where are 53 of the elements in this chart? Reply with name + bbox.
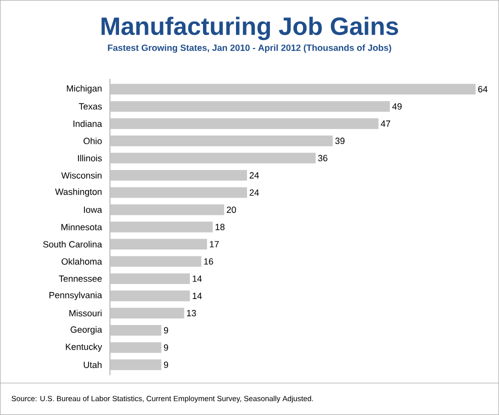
bar bbox=[110, 222, 213, 232]
bar bbox=[110, 204, 224, 216]
y-tick-label: Missouri bbox=[69, 310, 102, 316]
bar bbox=[110, 136, 333, 146]
y-tick-label: Indiana bbox=[74, 120, 102, 127]
bar bbox=[110, 342, 162, 353]
y-tick-label: Iowa bbox=[84, 206, 102, 213]
y-tick-label: Texas bbox=[78, 103, 102, 110]
data-label: 13 bbox=[187, 310, 196, 316]
bar bbox=[110, 170, 248, 181]
data-label: 9 bbox=[164, 344, 168, 351]
bar bbox=[110, 290, 190, 302]
y-tick-label: South Carolina bbox=[43, 240, 102, 248]
y-tick-label: Washington bbox=[55, 188, 102, 197]
data-label: 36 bbox=[318, 154, 328, 162]
bar bbox=[110, 84, 476, 95]
bar bbox=[110, 256, 202, 267]
bar bbox=[110, 273, 190, 284]
y-tick-label: Michigan bbox=[66, 85, 102, 94]
y-tick-label: Utah bbox=[84, 362, 102, 368]
data-label: 64 bbox=[478, 86, 488, 92]
y-tick-label: Illinois bbox=[78, 154, 102, 162]
chart-title: Manufacturing Job Gains bbox=[102, 16, 398, 40]
bar bbox=[110, 118, 378, 130]
y-tick-label: Kentucky bbox=[66, 343, 102, 352]
data-label: 39 bbox=[335, 138, 344, 144]
y-tick-label: Tennessee bbox=[58, 276, 102, 282]
data-label: 49 bbox=[392, 103, 402, 110]
data-label: 18 bbox=[216, 224, 225, 230]
bar bbox=[110, 308, 184, 318]
data-label: 14 bbox=[192, 276, 202, 282]
y-tick-label: Oklahoma bbox=[62, 258, 102, 265]
data-label: 17 bbox=[210, 241, 219, 248]
y-tick-label: Ohio bbox=[84, 138, 102, 144]
bar bbox=[110, 152, 316, 164]
data-label: 24 bbox=[250, 189, 259, 196]
bar bbox=[110, 238, 208, 250]
data-label: 24 bbox=[250, 172, 259, 178]
data-label: 20 bbox=[226, 206, 236, 213]
y-tick-label: Pennsylvania bbox=[49, 292, 102, 300]
bar bbox=[110, 359, 162, 370]
data-label: 9 bbox=[164, 327, 168, 334]
chart-subtitle: Fastest Growing States, Jan 2010 - April 2012 (Thousands of Jobs) bbox=[108, 44, 392, 53]
data-label: 47 bbox=[380, 120, 390, 127]
bar bbox=[110, 325, 162, 336]
data-label: 14 bbox=[192, 292, 202, 299]
y-tick-label: Minnesota bbox=[61, 224, 102, 230]
y-tick-label: Wisconsin bbox=[61, 172, 102, 179]
data-label: 16 bbox=[204, 258, 214, 265]
bar bbox=[110, 101, 390, 112]
data-label: 9 bbox=[164, 362, 168, 368]
bar bbox=[110, 187, 248, 198]
y-tick-label: Georgia bbox=[70, 326, 102, 335]
